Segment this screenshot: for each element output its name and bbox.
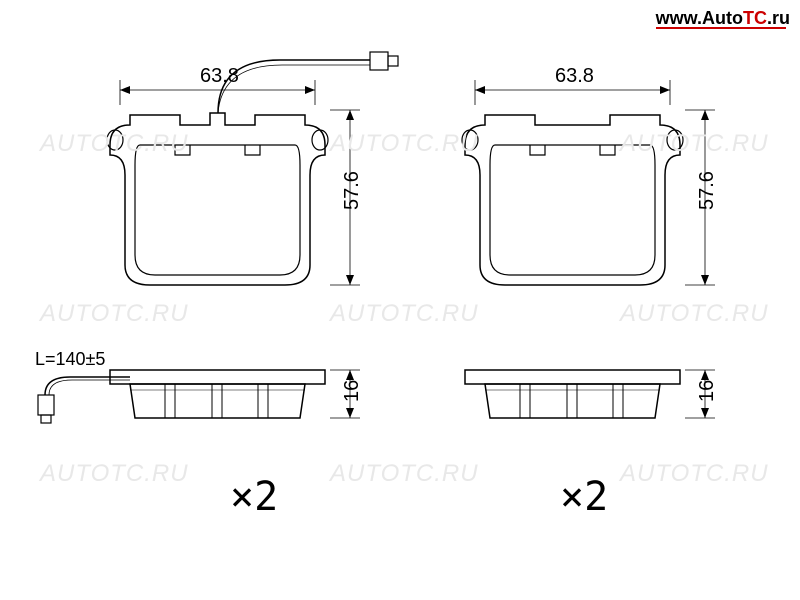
right-qty: ×2: [560, 474, 608, 520]
right-pad-side: 16: [465, 370, 718, 418]
diagram-svg: 63.8 57.6: [0, 0, 800, 600]
right-width-label: 63.8: [555, 65, 594, 87]
left-qty: ×2: [230, 474, 278, 520]
left-width-label: 63.8: [200, 65, 239, 87]
left-pad-front: 63.8 57.6: [107, 52, 398, 285]
right-height-label: 57.6: [696, 171, 718, 210]
left-height-label: 57.6: [341, 171, 363, 210]
right-pad-front: 63.8 57.6: [462, 65, 718, 285]
left-thickness-label: 16: [341, 380, 363, 402]
left-pad-side: L=140±5 16: [35, 349, 363, 423]
right-thickness-label: 16: [696, 380, 718, 402]
wire-length-label: L=140±5: [35, 349, 105, 369]
